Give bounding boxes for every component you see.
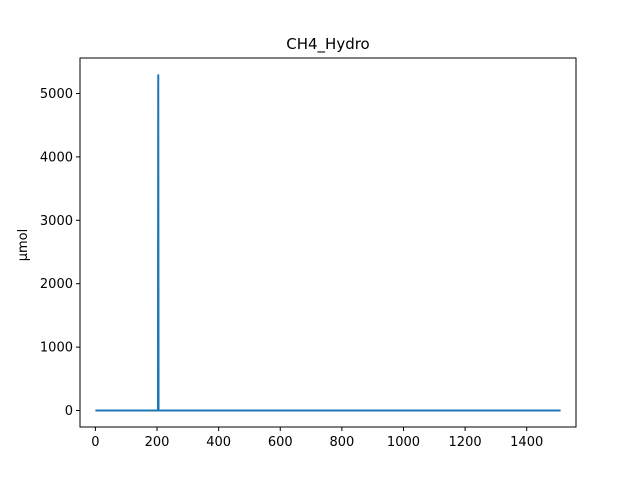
x-tick-label: 1200 bbox=[449, 435, 482, 450]
y-tick-label: 0 bbox=[65, 404, 73, 419]
x-tick-label: 1400 bbox=[510, 435, 543, 450]
x-tick-label: 600 bbox=[268, 435, 293, 450]
x-tick-label: 200 bbox=[145, 435, 170, 450]
chart-title: CH4_Hydro bbox=[286, 35, 370, 54]
y-axis: 0 1000 2000 3000 4000 5000 bbox=[40, 87, 80, 419]
x-tick-label: 0 bbox=[91, 435, 99, 450]
y-tick-label: 5000 bbox=[40, 87, 73, 102]
y-tick-label: 3000 bbox=[40, 214, 73, 229]
series-line-0 bbox=[95, 74, 561, 412]
series-layer bbox=[95, 74, 561, 412]
plot-frame bbox=[79, 57, 577, 428]
y-tick-label: 4000 bbox=[40, 150, 73, 165]
x-tick-label: 1000 bbox=[387, 435, 420, 450]
y-tick-label: 1000 bbox=[40, 341, 73, 356]
x-tick-label: 400 bbox=[206, 435, 231, 450]
y-axis-label: µmol bbox=[16, 229, 31, 262]
x-tick-label: 800 bbox=[329, 435, 354, 450]
y-tick-label: 2000 bbox=[40, 277, 73, 292]
x-axis: 0 200 400 600 800 1000 1200 1400 bbox=[91, 427, 543, 450]
